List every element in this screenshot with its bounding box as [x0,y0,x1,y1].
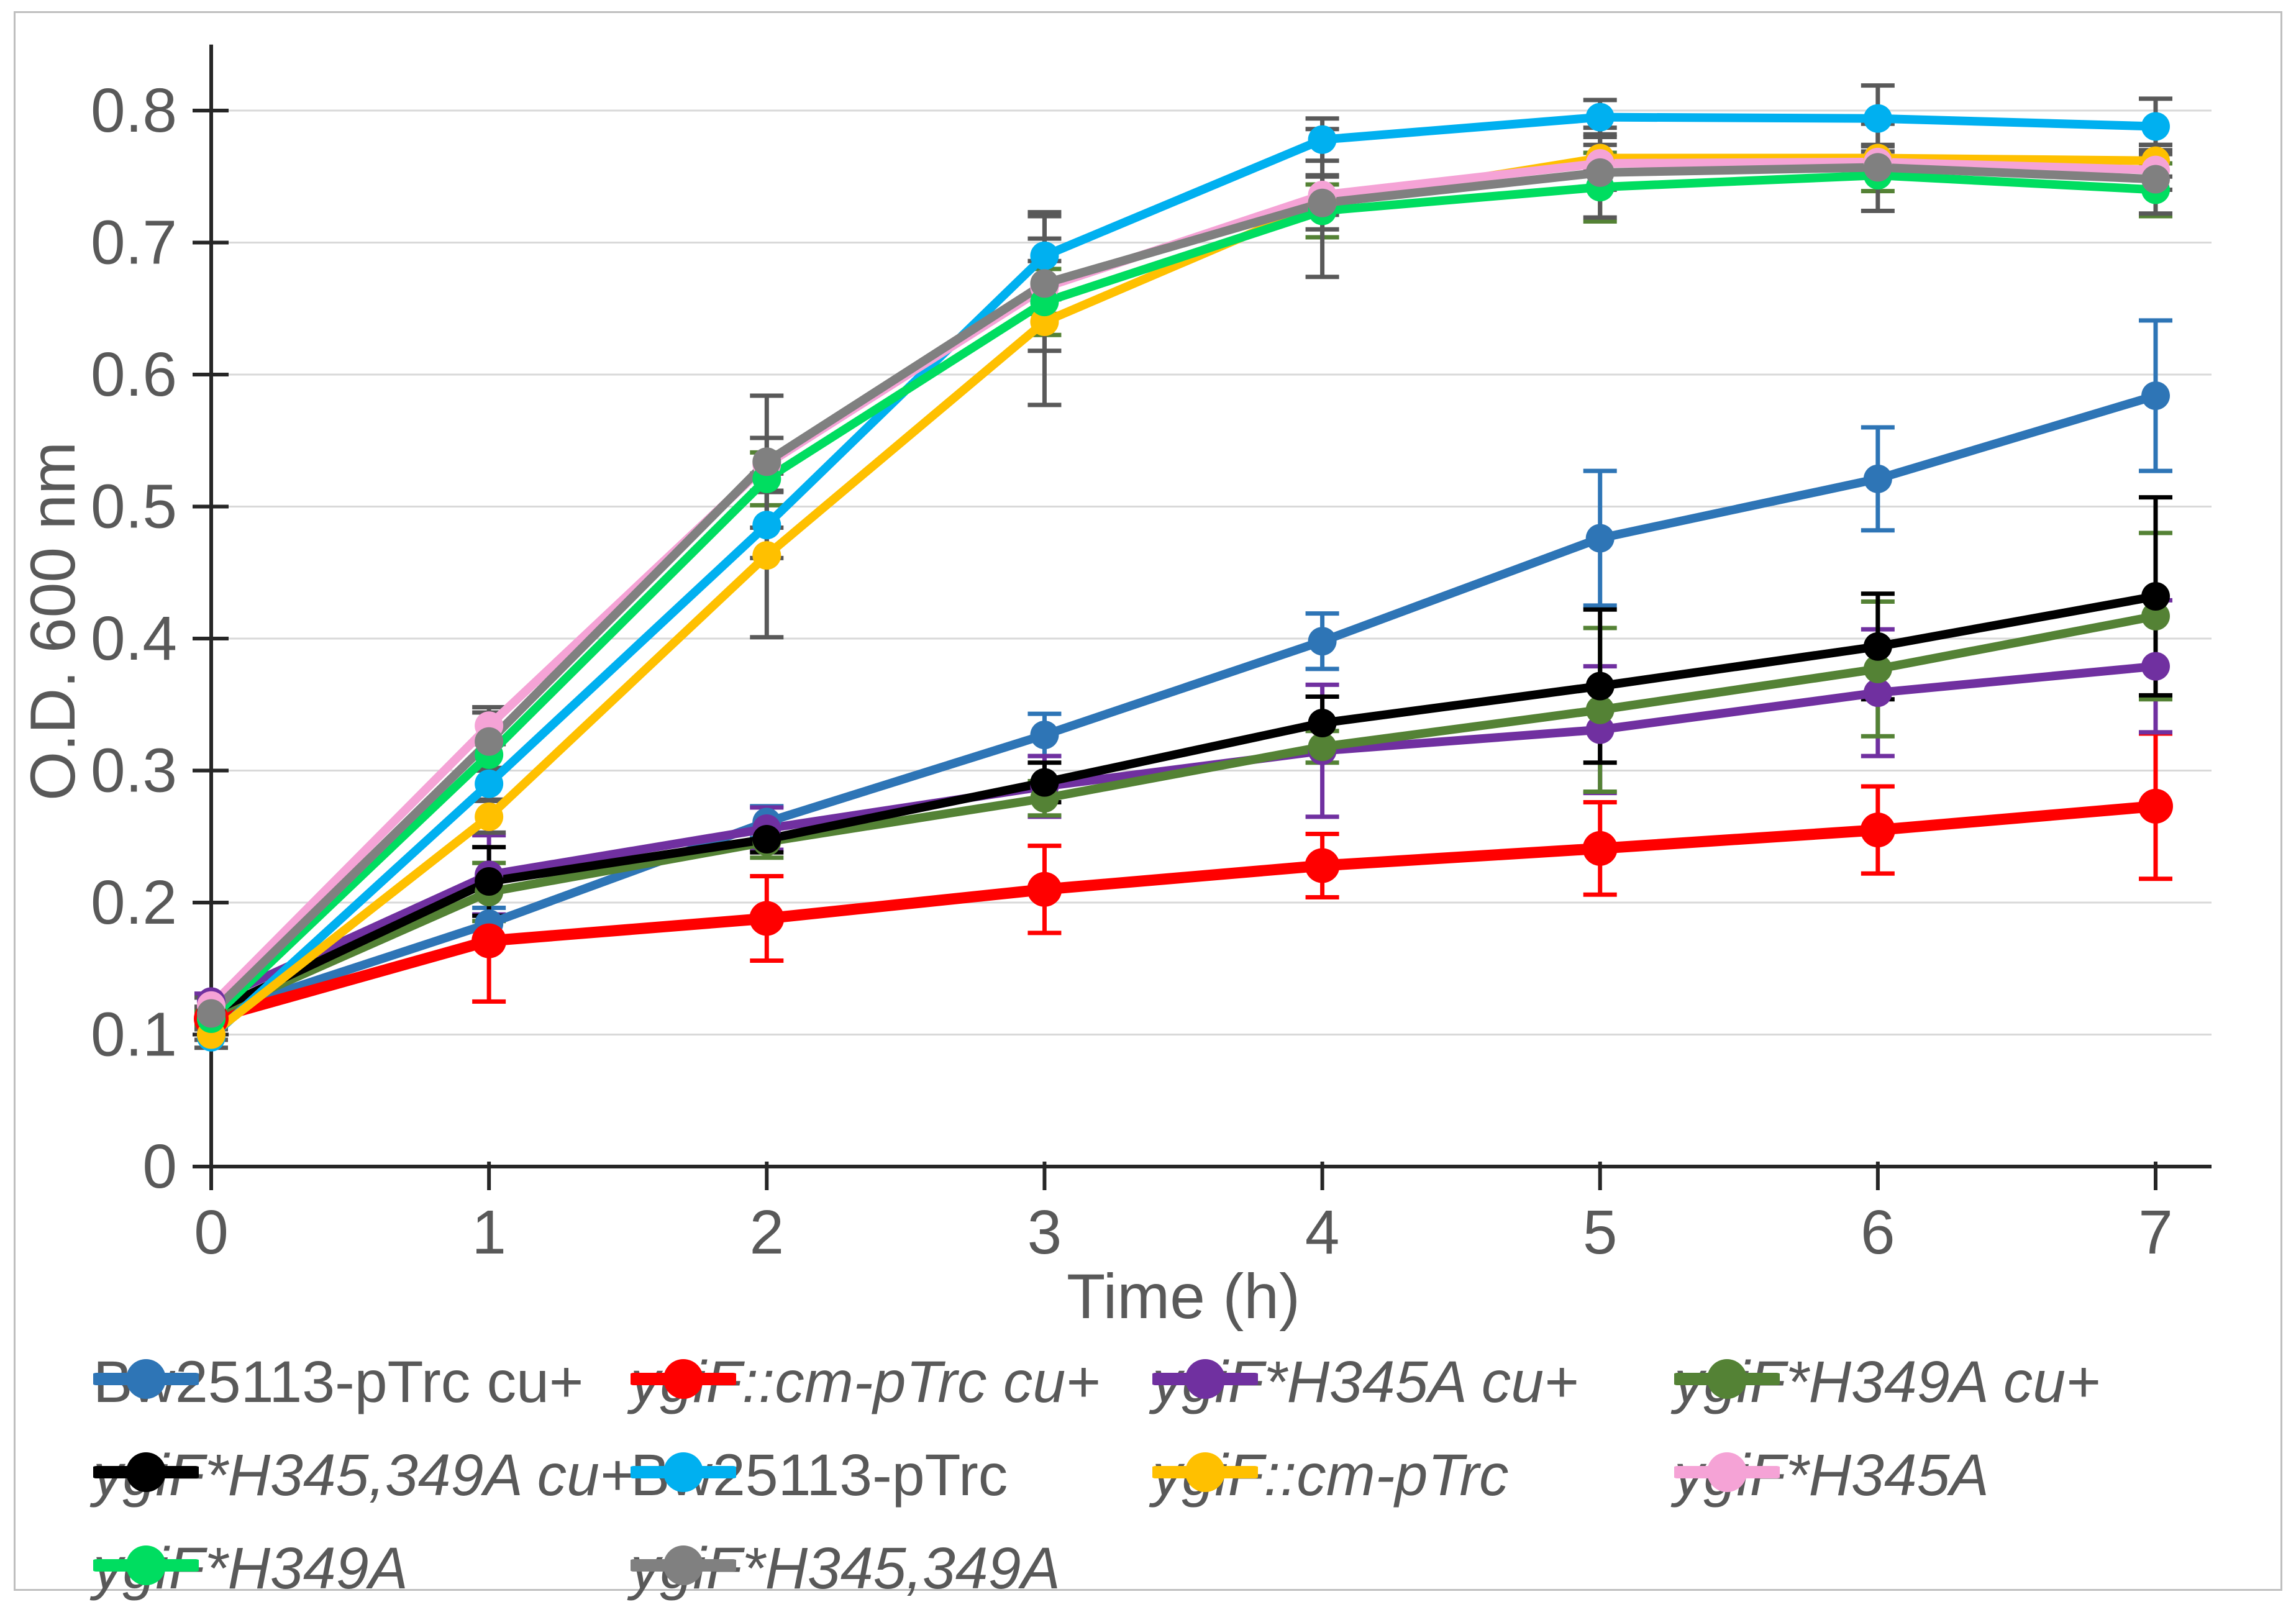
data-point [1030,721,1059,750]
data-point [752,825,781,853]
data-point [1863,632,1892,661]
data-point [1585,524,1615,553]
data-point [1308,709,1337,737]
data-point [475,769,504,798]
data-point [1030,241,1059,270]
data-point [2141,381,2170,410]
data-point [752,541,781,570]
data-point [1030,307,1059,336]
x-tick-label: 7 [2138,1198,2173,1267]
data-point [1308,125,1337,154]
data-point [1308,732,1337,762]
y-tick-label: 0.4 [91,604,177,673]
data-point [1305,848,1340,883]
data-point [1585,715,1615,744]
data-point [2141,112,2170,141]
data-point [1027,872,1062,907]
data-point [1860,812,1895,848]
series-lines [206,112,2161,1042]
y-axis-title: O.D. 600 nm [17,442,88,801]
series-line-1 [207,391,2160,1019]
data-point [1863,678,1892,708]
data-point [2141,582,2170,611]
data-point [1308,627,1337,656]
data-point [1030,269,1059,298]
data-point [2138,788,2173,824]
x-tick-label: 6 [1861,1198,1895,1267]
data-point [2141,652,2170,681]
data-point [1863,654,1892,683]
data-point [475,802,504,831]
data-point [752,447,781,476]
data-point [475,727,504,756]
y-tick-label: 0.2 [91,868,177,937]
y-tick-label: 0.6 [91,340,177,409]
series-line-4 [207,611,2160,1019]
x-tick-label: 0 [194,1198,229,1267]
x-axis-title: Time (h) [1067,1261,1300,1332]
data-point [752,511,781,540]
data-point [1863,104,1892,133]
data-point [2141,601,2170,630]
series-line-2 [206,800,2161,1024]
x-tick-label: 4 [1305,1198,1340,1267]
y-tick-label: 0 [142,1132,177,1201]
data-point [1030,768,1059,797]
y-tick-label: 0.7 [91,208,177,278]
tick-labels: 0 0.1 0.2 0.3 0.4 0.5 0.6 0.7 0.8 0 1 2 3 4 5 6 7 [91,76,2173,1267]
data-point [1585,158,1615,187]
x-tick-label: 3 [1027,1198,1062,1267]
data-point [1863,464,1892,493]
y-tick-label: 0.1 [91,1000,177,1070]
data-point [197,999,226,1028]
series-line-10 [207,163,2160,1018]
data-point [2141,165,2170,194]
data-point [1585,671,1615,701]
series-line-9 [207,171,2160,1023]
axes [193,44,2212,1190]
x-tick-label: 1 [472,1198,506,1267]
data-point [472,923,507,958]
data-point [749,901,785,936]
series-line-5 [207,592,2160,1017]
x-tick-label: 5 [1583,1198,1618,1267]
series-line-6 [207,112,2160,1042]
data-markers [194,102,2173,1052]
data-point [1582,831,1618,866]
x-tick-label: 2 [749,1198,784,1267]
data-point [1863,153,1892,182]
data-point [1585,102,1615,132]
y-tick-label: 0.8 [91,76,177,145]
y-tick-label: 0.5 [91,472,177,542]
data-point [1308,188,1337,217]
y-tick-label: 0.3 [91,736,177,806]
data-point [1585,695,1615,724]
data-point [475,867,504,896]
